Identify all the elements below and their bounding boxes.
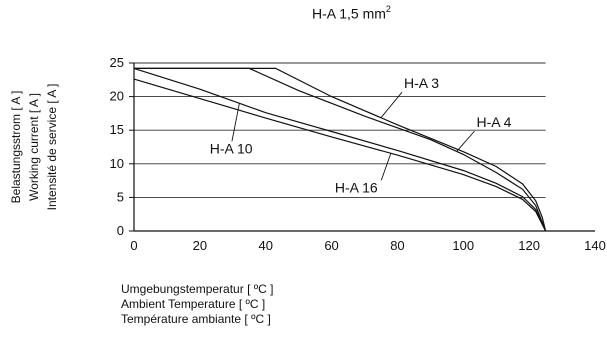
annotation-label: H-A 16: [335, 179, 378, 195]
annotations: H-A 3 H-A 4 H-A 10 H-A 16: [210, 75, 512, 195]
x-tick-label: 60: [324, 238, 338, 253]
x-axis-label: Umgebungstemperatur [ ºC ] Ambient Tempe…: [121, 282, 273, 327]
series-line: [133, 67, 547, 232]
x-axis-label-fr: Température ambiante [ ºC ]: [121, 312, 271, 326]
y-axis-label-line: Belastungsstrom [ A ]: [9, 91, 23, 204]
annotation-label: H-A 10: [210, 140, 253, 156]
x-tick-label: 100: [452, 238, 474, 253]
chart-title: H-A 1,5 mm2: [312, 4, 391, 23]
x-axis-label-de: Umgebungstemperatur [ ºC ]: [121, 282, 274, 296]
annotation-label: H-A 4: [476, 114, 511, 130]
y-tick-label: 15: [110, 122, 124, 137]
x-axis-label-en: Ambient Temperature [ ºC ]: [121, 297, 266, 311]
y-tick-label: 20: [110, 89, 124, 104]
tick-labels: 0 20 40 60 80 100 120 140 0 5 10 15 20 25: [110, 55, 606, 253]
series-lines: [133, 67, 547, 232]
annotation-leader: [380, 91, 403, 119]
y-axis-label: Belastungsstrom [ A ] Working current [ A…: [9, 84, 59, 211]
y-tick-label: 0: [117, 223, 124, 238]
y-axis-label-line: Working current [ A ]: [27, 93, 41, 201]
grid: [134, 62, 546, 198]
x-tick-label: 140: [584, 238, 606, 253]
y-tick-label: 25: [110, 55, 124, 70]
annotation-leader: [456, 130, 475, 152]
series-line: [134, 67, 547, 232]
x-tick-label: 80: [390, 238, 404, 253]
chart-title-text: H-A 1,5 mm: [312, 5, 386, 22]
annotation-leader: [380, 153, 392, 181]
series-line: [133, 78, 547, 232]
series-line: [134, 67, 547, 232]
x-tick-label: 40: [258, 238, 272, 253]
annotation-label: H-A 3: [404, 75, 439, 91]
y-axis-label-line: Intensité de service [ A ]: [45, 84, 59, 211]
y-tick-label: 10: [110, 156, 124, 171]
axes: [129, 62, 595, 232]
y-tick-label: 5: [117, 189, 124, 204]
x-tick-label: 0: [130, 238, 137, 253]
x-tick-label: 120: [518, 238, 540, 253]
annotation-leader: [231, 103, 240, 142]
chart-title-superscript: 2: [385, 4, 391, 14]
x-tick-label: 20: [193, 238, 207, 253]
